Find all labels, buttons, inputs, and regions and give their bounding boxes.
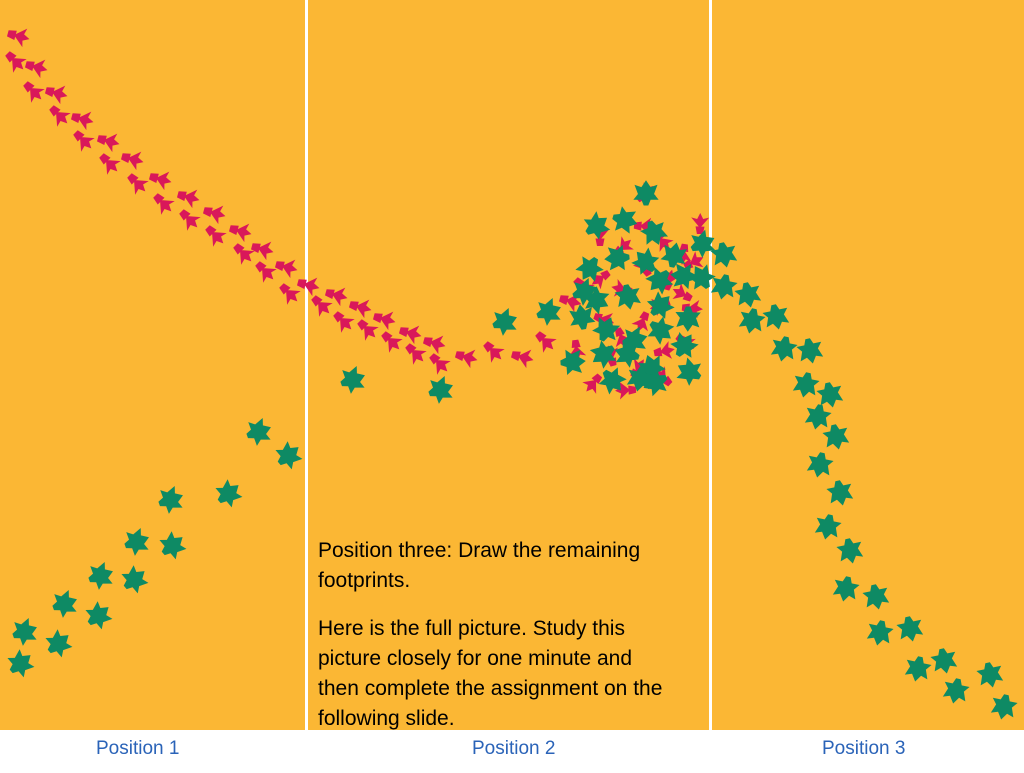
panel-divider [709, 0, 712, 730]
panel-divider [305, 0, 308, 730]
position-1-label: Position 1 [96, 738, 180, 759]
position-2-label: Position 2 [472, 738, 556, 759]
background [0, 0, 1024, 730]
description-text: Here is the full picture. Study this pic… [318, 617, 663, 730]
position-3-label: Position 3 [822, 738, 906, 759]
instruction-text: Position three: Draw the remaining footp… [318, 539, 641, 592]
